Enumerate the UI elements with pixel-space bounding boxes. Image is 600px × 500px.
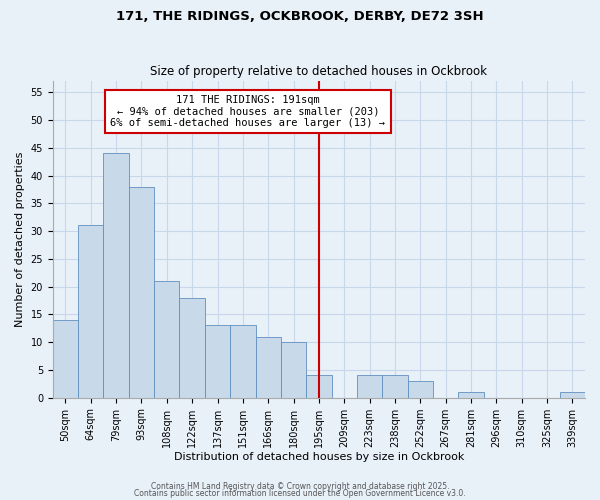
Bar (560, 392, 585, 398)
Text: Contains public sector information licensed under the Open Government Licence v3: Contains public sector information licen… (134, 489, 466, 498)
Bar (357, 376, 382, 398)
Bar (382, 376, 407, 398)
X-axis label: Distribution of detached houses by size in Ockbrook: Distribution of detached houses by size … (174, 452, 464, 462)
Bar (205, 326, 230, 398)
Bar (281, 342, 306, 398)
Bar (306, 376, 332, 398)
Bar (129, 186, 154, 398)
Bar (256, 336, 281, 398)
Title: Size of property relative to detached houses in Ockbrook: Size of property relative to detached ho… (151, 66, 487, 78)
Bar (154, 281, 179, 398)
Bar (407, 381, 433, 398)
Bar (179, 298, 205, 398)
Text: 171, THE RIDINGS, OCKBROOK, DERBY, DE72 3SH: 171, THE RIDINGS, OCKBROOK, DERBY, DE72 … (116, 10, 484, 23)
Y-axis label: Number of detached properties: Number of detached properties (15, 152, 25, 327)
Bar (53, 320, 78, 398)
Bar (230, 326, 256, 398)
Text: Contains HM Land Registry data © Crown copyright and database right 2025.: Contains HM Land Registry data © Crown c… (151, 482, 449, 491)
Bar (458, 392, 484, 398)
Text: 171 THE RIDINGS: 191sqm
← 94% of detached houses are smaller (203)
6% of semi-de: 171 THE RIDINGS: 191sqm ← 94% of detache… (110, 95, 385, 128)
Bar (78, 226, 103, 398)
Bar (103, 154, 129, 398)
